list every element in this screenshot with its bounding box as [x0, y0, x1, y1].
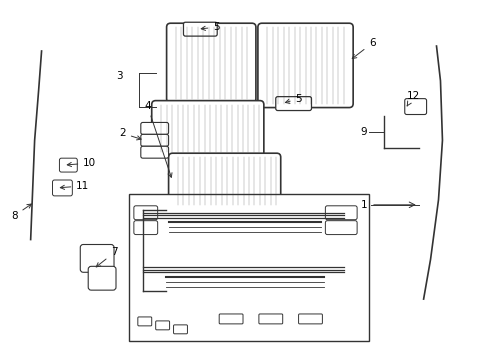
FancyBboxPatch shape: [134, 221, 157, 235]
FancyBboxPatch shape: [52, 180, 72, 196]
FancyBboxPatch shape: [325, 206, 356, 220]
Text: 12: 12: [406, 91, 419, 106]
FancyBboxPatch shape: [166, 23, 255, 103]
Text: 8: 8: [11, 204, 31, 221]
Bar: [129, 194, 368, 341]
Text: 2: 2: [119, 129, 141, 140]
FancyBboxPatch shape: [138, 317, 151, 326]
FancyBboxPatch shape: [275, 96, 311, 111]
Text: 3: 3: [116, 71, 122, 81]
FancyBboxPatch shape: [298, 314, 322, 324]
FancyBboxPatch shape: [134, 206, 157, 220]
Text: 5: 5: [201, 22, 220, 32]
FancyBboxPatch shape: [141, 122, 168, 134]
FancyBboxPatch shape: [80, 244, 114, 272]
FancyBboxPatch shape: [168, 153, 280, 209]
Text: 9: 9: [360, 127, 366, 138]
FancyBboxPatch shape: [219, 314, 243, 324]
FancyBboxPatch shape: [155, 321, 169, 330]
FancyBboxPatch shape: [141, 146, 168, 158]
FancyBboxPatch shape: [60, 158, 77, 172]
FancyBboxPatch shape: [258, 314, 282, 324]
Text: 11: 11: [60, 181, 89, 191]
Text: 6: 6: [351, 38, 375, 59]
FancyBboxPatch shape: [325, 221, 356, 235]
Text: 4: 4: [144, 100, 172, 177]
FancyBboxPatch shape: [151, 100, 264, 156]
FancyBboxPatch shape: [404, 99, 426, 114]
Text: 10: 10: [67, 158, 96, 168]
FancyBboxPatch shape: [183, 22, 217, 36]
Text: 7: 7: [96, 247, 118, 267]
Text: 5: 5: [285, 94, 302, 104]
Text: 1: 1: [360, 200, 366, 210]
FancyBboxPatch shape: [141, 134, 168, 146]
FancyBboxPatch shape: [88, 266, 116, 290]
FancyBboxPatch shape: [257, 23, 352, 108]
FancyBboxPatch shape: [173, 325, 187, 334]
